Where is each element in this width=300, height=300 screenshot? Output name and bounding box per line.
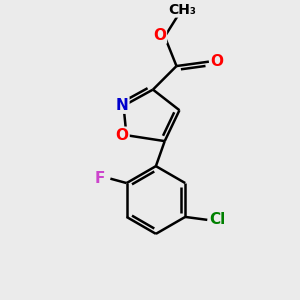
Text: O: O <box>153 28 166 43</box>
Text: O: O <box>211 53 224 68</box>
Text: O: O <box>116 128 128 143</box>
Text: CH₃: CH₃ <box>168 2 196 16</box>
Text: Cl: Cl <box>209 212 226 227</box>
Text: F: F <box>94 171 105 186</box>
Text: N: N <box>116 98 128 113</box>
